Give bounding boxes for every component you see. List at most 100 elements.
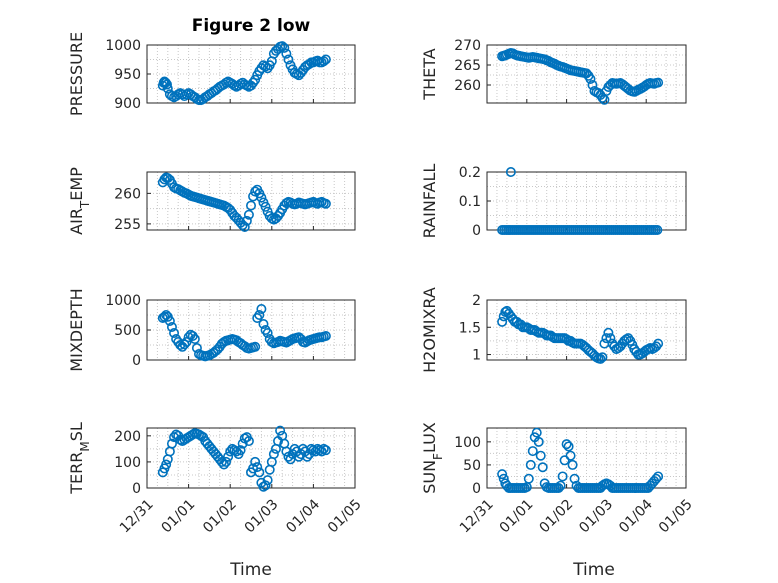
mixdepth-ytick-label: 1000 [105, 293, 141, 309]
sun_flux-point [653, 471, 664, 482]
terr_msl-xtick-label: 01/05 [325, 496, 365, 536]
mixdepth-point [189, 333, 200, 344]
sun_flux-point [523, 473, 534, 484]
theta-ytick-label: 260 [454, 78, 481, 94]
mixdepth-point [166, 321, 177, 332]
terr_msl-y-axis-label-rest: SL [67, 422, 86, 441]
terr_msl-point [316, 446, 327, 457]
mixdepth-point [320, 330, 331, 341]
pressure-point [161, 79, 172, 90]
sun_flux-point [557, 471, 568, 482]
sun_flux-y-axis-label-subscript: F [431, 453, 445, 460]
pressure-point [277, 41, 288, 52]
theta-point [653, 77, 664, 88]
terr_msl-point [218, 459, 229, 470]
sun_flux-point [563, 441, 574, 452]
pressure-point [160, 77, 171, 88]
terr_msl-point [166, 438, 177, 449]
terr_msl-point [243, 436, 254, 447]
sun_flux-point [569, 473, 580, 484]
terr_msl-xtick-label: 01/01 [159, 496, 199, 536]
h2omixra-y-axis-label: H2OMIXRA [420, 287, 439, 373]
air_temp-point [239, 221, 250, 232]
h2omixra-point [597, 352, 608, 363]
sun_flux-point [553, 482, 564, 493]
pressure-point [162, 83, 173, 94]
sun_flux-xtick-label: 01/04 [616, 496, 656, 536]
sun_flux-point [537, 462, 548, 473]
air_temp-y-axis-label-subscript: T [78, 200, 92, 209]
pressure-point [281, 48, 292, 59]
h2omixra-ytick-label: 2 [472, 293, 481, 309]
mixdepth-point [164, 315, 175, 326]
sun_flux-xtick-label: 01/01 [497, 496, 537, 536]
sun_flux-xtick-label: 01/03 [576, 496, 616, 536]
terr_msl-xtick-label: 12/31 [117, 496, 157, 536]
terr_msl-ytick-label: 0 [132, 481, 141, 497]
air_temp-y-axis-label-main: AIR [67, 208, 86, 235]
h2omixra-point [605, 333, 616, 344]
sun_flux-point [651, 473, 662, 484]
pressure-ytick-label: 1000 [105, 38, 141, 54]
sun_flux-point [535, 450, 546, 461]
terr_msl-point [302, 451, 313, 462]
air_temp-y-axis-label: AIRTEMP [67, 167, 92, 235]
h2omixra-point [595, 353, 606, 364]
air_temp-axes-frame [146, 171, 356, 231]
sun_flux-point [567, 459, 578, 470]
mixdepth-point [258, 318, 269, 329]
h2omixra-point [651, 341, 662, 352]
air_temp-point [246, 200, 257, 211]
rainfall-point [652, 225, 663, 236]
mixdepth-ytick-label: 0 [132, 353, 141, 369]
pressure-point [320, 54, 331, 65]
h2omixra-ytick-label: 1.5 [459, 320, 481, 336]
terr_msl-point [161, 459, 172, 470]
mixdepth-point [250, 341, 261, 352]
x-axis-label-right: Time [572, 560, 615, 580]
terr_msl-point [252, 462, 263, 473]
sun_flux-point [527, 446, 538, 457]
air_temp-point [241, 215, 252, 226]
mixdepth-point [183, 332, 194, 343]
sun_flux-point [533, 436, 544, 447]
mixdepth-point [179, 339, 190, 350]
sun_flux-point [555, 480, 566, 491]
theta-ytick-label: 270 [454, 38, 481, 54]
terr_msl-point [314, 445, 325, 456]
air_temp-ytick-label: 255 [114, 217, 141, 233]
terr_msl-point [260, 480, 271, 491]
mixdepth-point [256, 303, 267, 314]
h2omixra-ytick-label: 1 [472, 348, 481, 364]
terr_msl-point [221, 456, 232, 467]
mixdepth-point [262, 327, 273, 338]
rainfall-ytick-label: 0.2 [459, 165, 481, 181]
terr_msl-point [254, 467, 265, 478]
mixdepth-point [181, 336, 192, 347]
h2omixra-axes-frame [486, 299, 687, 361]
sun_flux-ytick-label: 0 [472, 481, 481, 497]
air_temp-point [256, 192, 267, 203]
mixdepth-y-axis-label: MIXDEPTH [67, 288, 86, 371]
h2omixra-point [497, 316, 508, 327]
rainfall-point [505, 167, 516, 178]
terr_msl-ytick-label: 100 [114, 455, 141, 471]
terr_msl-y-axis-label-main: TERR [67, 452, 86, 495]
terr_msl-xtick-label: 01/03 [242, 496, 282, 536]
sun_flux-xtick-label: 01/02 [537, 496, 577, 536]
sun_flux-point [565, 450, 576, 461]
h2omixra-point [653, 338, 664, 349]
sun_flux-ytick-label: 100 [454, 435, 481, 451]
pressure-point [260, 61, 271, 72]
sun_flux-point [525, 459, 536, 470]
sun_flux-xtick-label: 12/31 [457, 496, 497, 536]
air_temp-ytick-label: 260 [114, 186, 141, 202]
terr_msl-point [235, 445, 246, 456]
mixdepth-point [254, 309, 265, 320]
sun_flux-y-axis-label-main: SUN [420, 460, 439, 494]
terr_msl-point [318, 443, 329, 454]
terr_msl-point [169, 432, 180, 443]
figure-title: Figure 2 low [192, 16, 311, 36]
air_temp-point [260, 201, 271, 212]
